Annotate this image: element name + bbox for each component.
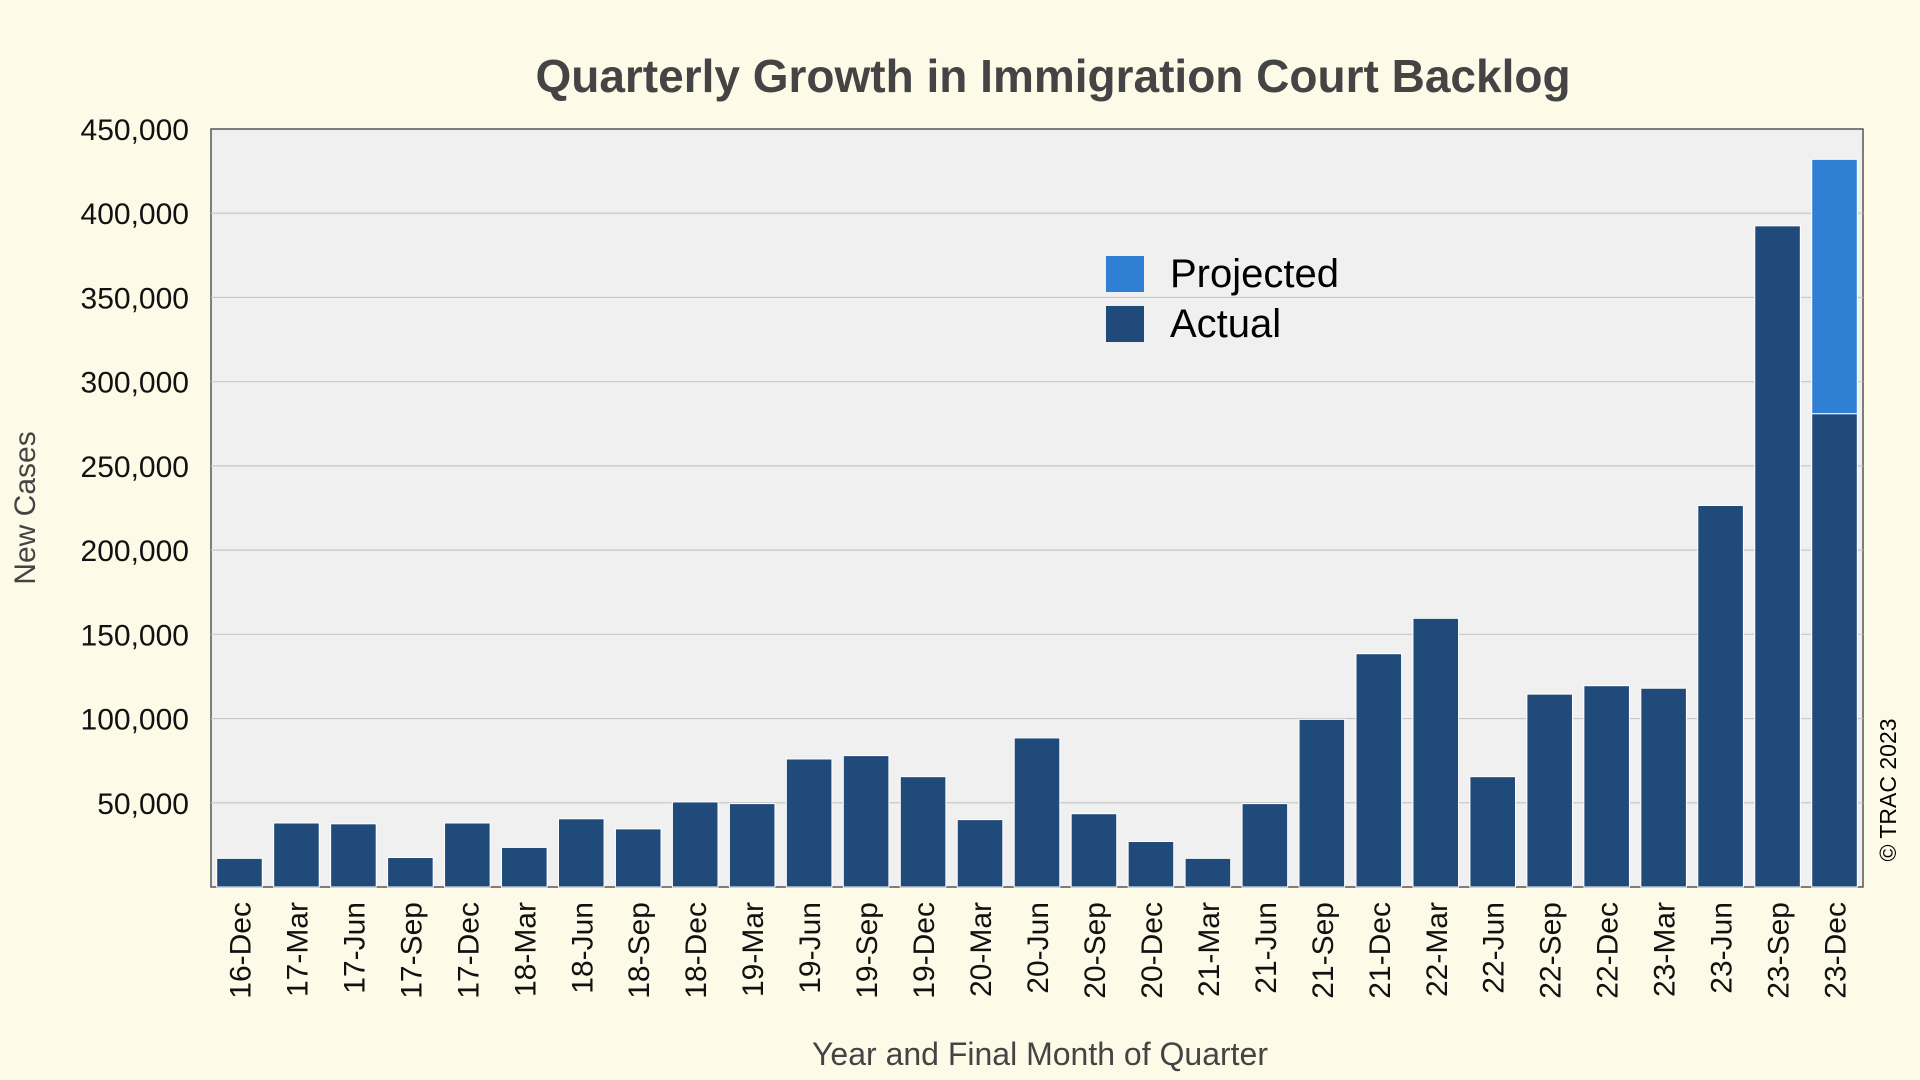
x-tick-label: 20-Sep [1079,902,1112,999]
bar-actual-23-Dec [1811,413,1858,888]
y-tick-label: 400,000 [81,198,189,231]
y-tick-label: 150,000 [81,619,189,652]
x-tick-label: 23-Jun [1706,902,1739,994]
x-tick-label: 18-Sep [623,902,656,999]
bar-actual-21-Mar [1184,857,1232,888]
y-tick-label: 450,000 [81,114,189,147]
x-axis-ticks: 16-Dec 17-Mar 17-Jun 17-Sep 17-Dec 18-Mar 18-J… [224,902,1852,999]
x-tick-label: 19-Mar [737,902,770,997]
legend: Projected Actual [1106,252,1339,346]
legend-label-projected: Projected [1170,252,1339,296]
x-tick-label: 18-Jun [566,902,599,994]
legend-swatch-actual [1106,306,1144,342]
x-tick-label: 23-Dec [1820,902,1853,999]
x-tick-label: 17-Jun [338,902,371,994]
y-tick-label: 100,000 [81,704,189,737]
x-tick-label: 20-Jun [1022,902,1055,994]
x-axis-label: Year and Final Month of Quarter [812,1036,1268,1072]
x-tick-label: 23-Sep [1763,902,1796,999]
bar-actual-23-Mar [1640,687,1687,888]
y-tick-label: 250,000 [81,451,189,484]
x-tick-label: 22-Jun [1478,902,1511,994]
x-tick-label: 23-Mar [1649,902,1682,997]
bar-actual-18-Sep [614,828,662,888]
y-axis-ticks: 50,000 100,000 150,000 200,000 250,000 300,00… [81,114,189,821]
chart-title: Quarterly Growth in Immigration Court Ba… [535,50,1570,102]
x-tick-label: 17-Dec [452,902,485,999]
x-tick-label: 20-Mar [965,902,998,997]
bar-actual-20-Sep [1070,813,1118,888]
legend-label-actual: Actual [1170,302,1281,346]
bar-actual-18-Jun [557,818,605,888]
x-tick-label: 17-Mar [281,902,314,997]
x-tick-label: 21-Jun [1250,902,1283,994]
bar-actual-18-Dec [671,801,719,888]
y-tick-label: 200,000 [81,535,189,568]
legend-swatch-projected [1106,256,1144,292]
x-tick-label: 22-Sep [1535,902,1568,999]
x-tick-label: 18-Mar [509,902,542,997]
bar-actual-18-Mar [501,846,548,888]
x-tick-label: 18-Dec [680,902,713,999]
bar-actual-22-Sep [1526,693,1573,888]
x-tick-label: 19-Dec [908,902,941,999]
y-tick-label: 50,000 [97,788,189,821]
bar-actual-19-Sep [842,755,890,888]
bar-actual-17-Jun [330,823,377,888]
bar-actual-21-Dec [1355,653,1403,888]
x-tick-label: 21-Mar [1193,902,1226,997]
bar-actual-23-Sep [1754,225,1801,888]
bars [216,158,1858,888]
x-tick-label: 21-Dec [1364,902,1397,999]
x-tick-label: 22-Mar [1421,902,1454,997]
x-tick-label: 16-Dec [224,902,257,999]
bar-actual-22-Dec [1583,685,1630,888]
y-axis-label: New Cases [9,431,42,584]
bar-actual-16-Dec [216,857,263,888]
bar-actual-20-Mar [956,819,1004,888]
bar-actual-20-Jun [1013,737,1061,888]
bar-actual-22-Jun [1469,776,1517,888]
x-tick-label: 22-Dec [1592,902,1625,999]
bar-projected-23-Dec [1811,158,1858,415]
bar-actual-19-Dec [899,776,947,888]
x-tick-label: 17-Sep [395,902,428,999]
copyright-credit: © TRAC 2023 [1875,718,1901,861]
bar-actual-17-Sep [387,857,434,888]
bar-actual-21-Jun [1241,803,1289,888]
bar-actual-23-Jun [1697,504,1744,888]
y-tick-label: 300,000 [81,367,189,400]
x-tick-label: 19-Sep [851,902,884,999]
bar-actual-20-Dec [1127,841,1175,888]
x-tick-label: 19-Jun [794,902,827,994]
x-tick-label: 20-Dec [1136,902,1169,999]
bar-actual-17-Mar [273,822,320,888]
bar-actual-19-Mar [728,803,776,888]
x-tick-label: 21-Sep [1307,902,1340,999]
bar-actual-21-Sep [1298,718,1346,888]
bar-actual-19-Jun [785,758,833,888]
bar-actual-22-Mar [1412,617,1460,888]
bar-actual-17-Dec [444,822,491,888]
y-tick-label: 350,000 [81,282,189,315]
